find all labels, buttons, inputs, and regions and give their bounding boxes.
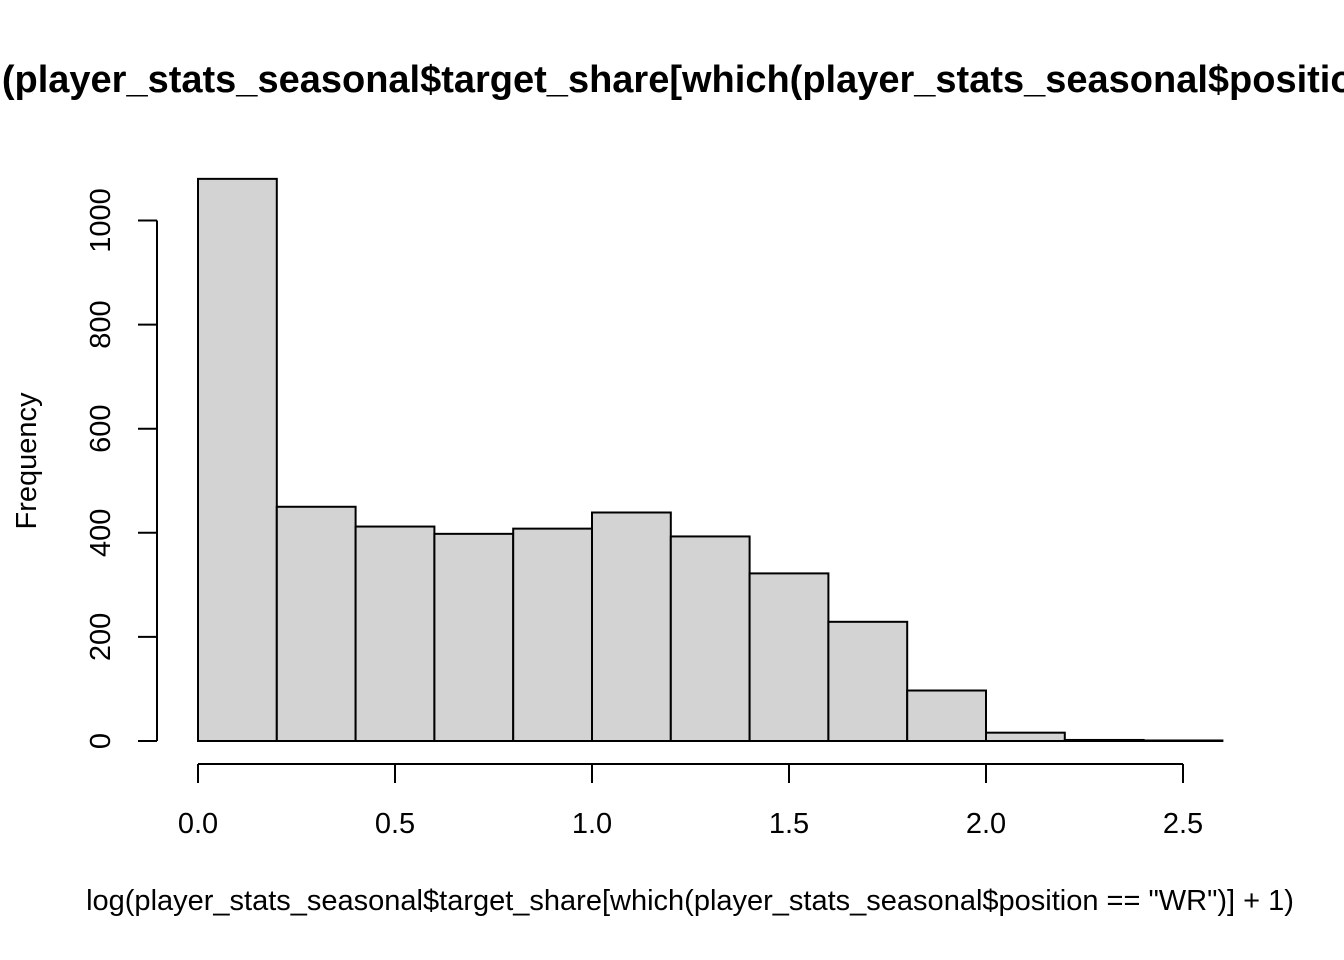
histogram-bar-0 <box>197 177 278 743</box>
histogram-bar-12 <box>1142 739 1224 742</box>
histogram-bar-1 <box>275 505 357 742</box>
y-tick-label-5: 1000 <box>85 188 117 253</box>
x-tick-label-0: 0.0 <box>178 808 218 840</box>
x-tick-label-2: 1.0 <box>572 808 612 840</box>
histogram-bar-11 <box>1063 738 1145 742</box>
x-tick-label-5: 2.5 <box>1163 808 1203 840</box>
y-axis: 0 200 400 600 800 1000 <box>85 188 158 749</box>
y-tick-label-0: 0 <box>85 733 117 749</box>
histogram-bar-9 <box>906 689 988 742</box>
x-tick-label-3: 1.5 <box>769 808 809 840</box>
histogram-bar-6 <box>669 535 751 742</box>
x-axis: 0.0 0.5 1.0 1.5 2.0 2.5 <box>178 763 1203 840</box>
chart-title: Histogram of log(player_stats_seasonal$t… <box>0 59 1344 101</box>
histogram-bar-10 <box>985 731 1066 742</box>
y-tick-label-2: 400 <box>85 509 117 557</box>
histogram-bar-2 <box>354 525 436 743</box>
histogram-bar-5 <box>591 511 672 742</box>
x-tick-label-4: 2.0 <box>966 808 1006 840</box>
x-tick-label-1: 0.5 <box>375 808 415 840</box>
histogram-bar-8 <box>827 620 909 742</box>
histogram-bar-7 <box>748 572 830 742</box>
histogram-bar-3 <box>433 532 515 742</box>
histogram-bars <box>197 177 1224 743</box>
x-axis-label: log(player_stats_seasonal$target_share[w… <box>86 885 1294 917</box>
y-tick-label-3: 600 <box>85 405 117 453</box>
x-axis-ticks: 0.0 0.5 1.0 1.5 2.0 2.5 <box>178 764 1203 840</box>
y-tick-label-1: 200 <box>85 613 117 661</box>
histogram-bar-4 <box>512 527 594 742</box>
y-axis-label: Frequency <box>11 392 43 530</box>
y-axis-ticks: 0 200 400 600 800 1000 <box>85 188 157 749</box>
y-tick-label-4: 800 <box>85 300 117 348</box>
